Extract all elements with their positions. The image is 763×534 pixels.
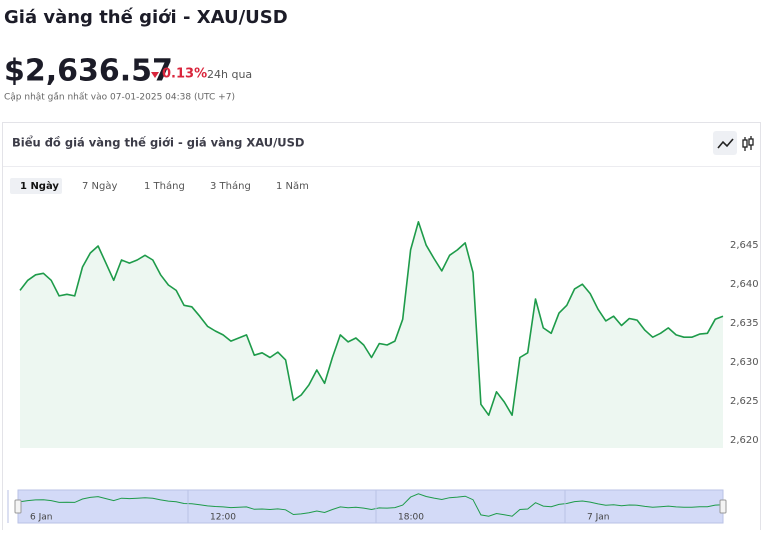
updated: Cập nhật gần nhất vào 07-01-2025 04:38 (… (4, 92, 235, 103)
tab[interactable]: 7 Ngày (82, 180, 117, 192)
tabs: 1 Ngày 7 Ngày 1 Tháng 3 Tháng 1 Năm (10, 178, 309, 194)
tab[interactable]: 1 Tháng (144, 180, 185, 192)
candle-mode-button[interactable] (742, 136, 754, 151)
navigator-label: 7 Jan (587, 513, 609, 523)
y-tick-label: 2,635 (730, 318, 759, 329)
tab[interactable]: 1 Năm (276, 181, 309, 192)
navigator-label: 12:00 (210, 513, 236, 523)
price-line (19, 221, 724, 416)
y-tick-label: 2,625 (730, 396, 759, 407)
card-title: Biểu đồ giá vàng thế giới - giá vàng XAU… (12, 135, 304, 150)
plot: 2,620 2,625 2,630 2,635 2,640 2,645 (19, 221, 759, 448)
tab[interactable]: 1 Ngày (20, 180, 59, 192)
chart-card (2, 122, 761, 534)
navigator-content: 6 Jan 12:00 18:00 7 Jan (7, 490, 724, 523)
navigator-handle[interactable] (14, 499, 22, 514)
y-tick-label: 2,640 (730, 279, 759, 290)
navigator[interactable] (17, 489, 724, 524)
y-tick-label: 2,630 (730, 357, 759, 368)
area-fill (20, 221, 723, 448)
navigator-handle[interactable] (719, 499, 727, 514)
navigator-label: 18:00 (398, 513, 424, 523)
page-title: Giá vàng thế giới - XAU/USD (4, 7, 288, 28)
line-icon (717, 138, 734, 149)
tab[interactable]: 3 Tháng (210, 180, 251, 192)
change: 0.13% (162, 67, 207, 82)
price: $2,636.57 (4, 54, 173, 89)
y-tick-label: 2,645 (730, 240, 759, 251)
active-tab (10, 178, 62, 194)
period: 24h qua (207, 68, 252, 81)
navigator-label: 6 Jan (30, 513, 52, 523)
down-arrow (151, 72, 159, 78)
y-tick-label: 2,620 (730, 435, 759, 446)
navigator-line (19, 493, 724, 517)
